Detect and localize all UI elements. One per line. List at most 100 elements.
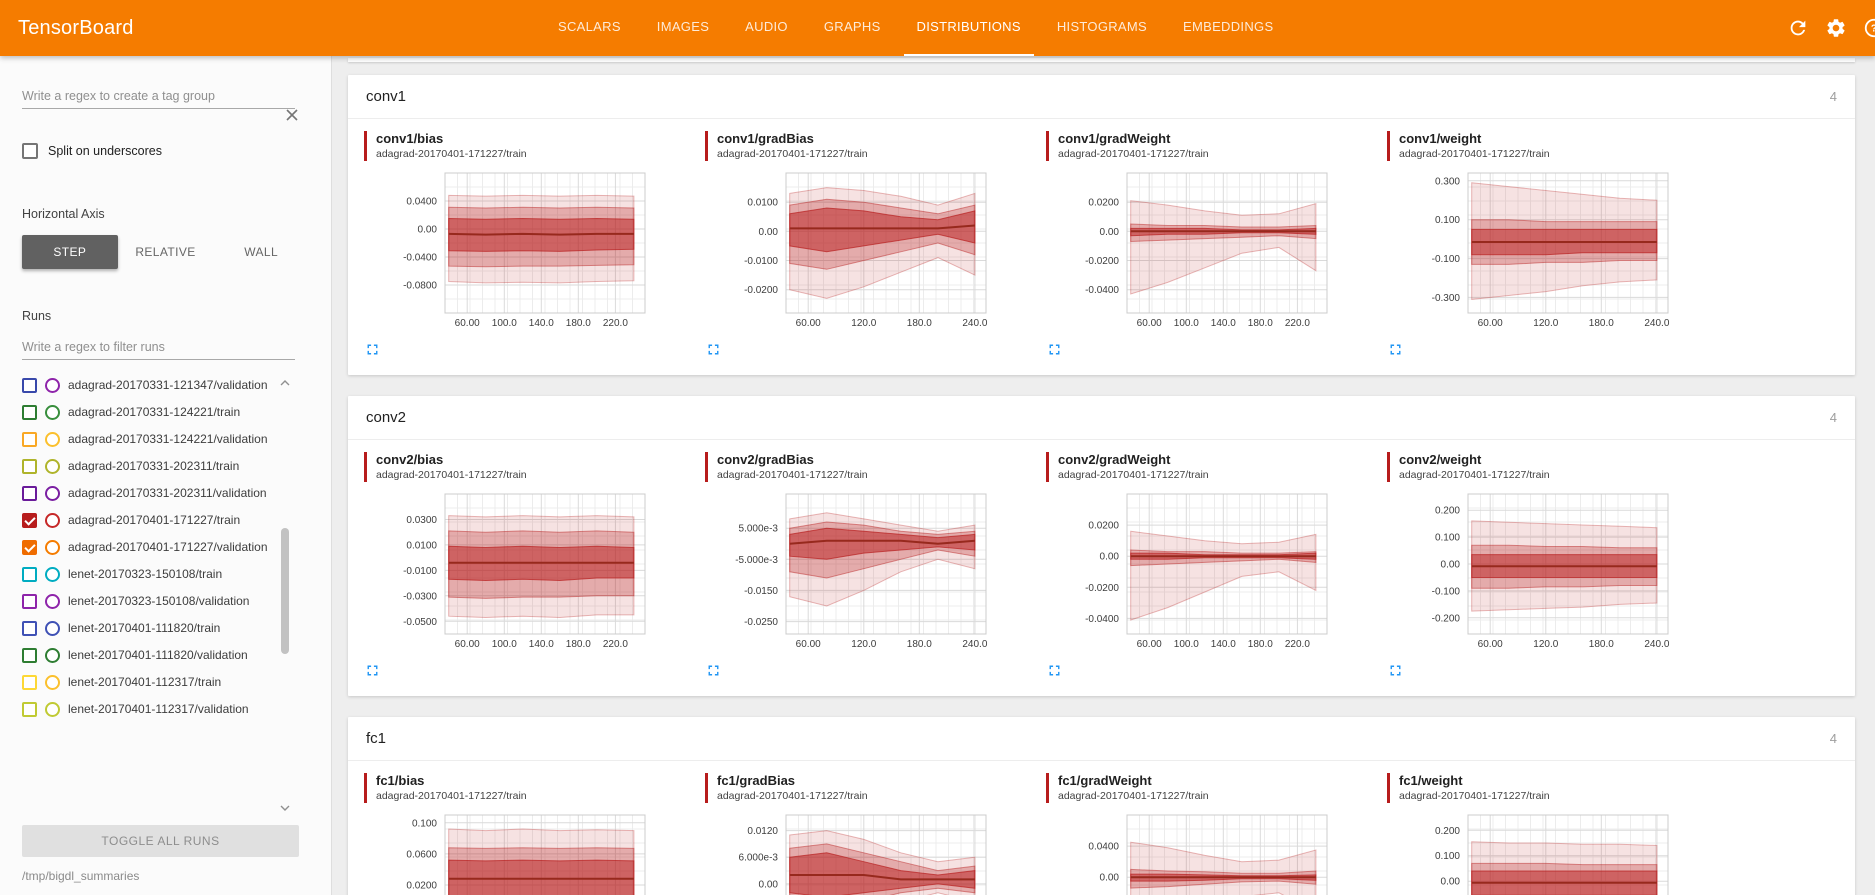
relative-button[interactable]: RELATIVE <box>118 235 214 269</box>
distribution-plot[interactable]: 60.00 120.0 180.0 240.0 0.300 0.100 -0.100 -0.3… <box>1379 167 1720 333</box>
step-button[interactable]: STEP <box>22 235 118 269</box>
svg-text:0.100: 0.100 <box>1435 851 1460 862</box>
expand-icon[interactable] <box>705 341 722 358</box>
section-header[interactable]: conv2 4 <box>348 396 1855 440</box>
toggle-all-runs-button[interactable]: TOGGLE ALL RUNS <box>22 825 299 857</box>
svg-text:140.0: 140.0 <box>1211 318 1236 329</box>
scrollbar-thumb[interactable] <box>281 528 289 654</box>
distribution-plot[interactable]: 60.00 100.0 140.0 180.0 220.0 0.0200 0.00 -0.02… <box>1038 488 1379 654</box>
run-color-circle[interactable] <box>45 675 60 690</box>
runs-scrollbar[interactable] <box>280 380 290 811</box>
svg-text:220.0: 220.0 <box>1285 318 1310 329</box>
svg-text:60.00: 60.00 <box>1137 639 1162 650</box>
tab-distributions[interactable]: DISTRIBUTIONS <box>903 0 1034 56</box>
run-color-circle[interactable] <box>45 486 60 501</box>
tab-histograms[interactable]: HISTOGRAMS <box>1056 19 1148 34</box>
run-color-circle[interactable] <box>45 594 60 609</box>
run-checkbox[interactable] <box>22 432 37 447</box>
scroll-down-icon[interactable] <box>280 805 290 811</box>
run-checkbox[interactable] <box>22 378 37 393</box>
run-color-circle[interactable] <box>45 513 60 528</box>
run-item[interactable]: lenet-20170401-112317/validation <box>22 696 279 723</box>
run-item[interactable]: adagrad-20170401-171227/train <box>22 507 279 534</box>
chart-card: conv2/gradBias adagrad-20170401-171227/tr… <box>697 448 1038 684</box>
runs-filter-input[interactable] <box>22 337 295 360</box>
tab-scalars[interactable]: SCALARS <box>558 19 621 34</box>
split-underscores-row[interactable]: Split on underscores <box>22 143 331 159</box>
app-header: TensorBoard SCALARS IMAGES AUDIO GRAPHS DIST… <box>0 0 1875 56</box>
distribution-plot[interactable]: 60.00 100.0 140.0 180.0 220.0 0.0200 0.00 -0.02… <box>1038 167 1379 333</box>
run-color-circle[interactable] <box>45 621 60 636</box>
expand-icon[interactable] <box>1046 662 1063 679</box>
svg-text:240.0: 240.0 <box>962 318 987 329</box>
distribution-plot[interactable]: 60.00 120.0 180.0 240.0 0.200 0.100 0.00 -0.100… <box>1379 488 1720 654</box>
run-checkbox[interactable] <box>22 540 37 555</box>
run-item[interactable]: lenet-20170323-150108/train <box>22 561 279 588</box>
svg-text:0.0200: 0.0200 <box>406 881 437 892</box>
expand-icon[interactable] <box>364 662 381 679</box>
run-checkbox[interactable] <box>22 459 37 474</box>
distribution-plot[interactable]: 60.00100.0140.0180.0220.00.1000.06000.02… <box>356 809 697 895</box>
run-checkbox[interactable] <box>22 513 37 528</box>
run-item[interactable]: lenet-20170401-112317/train <box>22 669 279 696</box>
section-header[interactable]: conv1 4 <box>348 75 1855 119</box>
expand-icon[interactable] <box>364 341 381 358</box>
svg-text:100.0: 100.0 <box>492 318 517 329</box>
chart-title: conv2/gradBias <box>717 452 814 467</box>
tab-audio[interactable]: AUDIO <box>745 19 788 34</box>
expand-icon[interactable] <box>1387 662 1404 679</box>
expand-icon[interactable] <box>705 662 722 679</box>
svg-text:-0.0100: -0.0100 <box>403 566 437 577</box>
run-checkbox[interactable] <box>22 702 37 717</box>
refresh-icon[interactable] <box>1787 16 1811 40</box>
chart-header: conv1/gradWeight adagrad-20170401-171227/… <box>1046 131 1379 161</box>
run-color-circle[interactable] <box>45 702 60 717</box>
run-checkbox[interactable] <box>22 405 37 420</box>
run-checkbox[interactable] <box>22 675 37 690</box>
run-color-circle[interactable] <box>45 378 60 393</box>
run-color-circle[interactable] <box>45 648 60 663</box>
settings-icon[interactable] <box>1825 16 1849 40</box>
run-color-circle[interactable] <box>45 567 60 582</box>
wall-button[interactable]: WALL <box>213 235 309 269</box>
run-item[interactable]: adagrad-20170331-202311/train <box>22 453 279 480</box>
section-title: fc1 <box>366 730 387 747</box>
run-color-circle[interactable] <box>45 540 60 555</box>
run-checkbox[interactable] <box>22 648 37 663</box>
run-checkbox[interactable] <box>22 621 37 636</box>
tag-regex-input[interactable] <box>22 86 295 109</box>
run-item[interactable]: adagrad-20170331-202311/validation <box>22 480 279 507</box>
help-icon[interactable]: ? <box>1863 16 1875 40</box>
run-item[interactable]: lenet-20170401-111820/validation <box>22 642 279 669</box>
run-item[interactable]: adagrad-20170331-124221/train <box>22 399 279 426</box>
close-icon[interactable] <box>285 108 299 122</box>
run-checkbox[interactable] <box>22 594 37 609</box>
section-header[interactable]: fc1 4 <box>348 717 1855 761</box>
run-item[interactable]: adagrad-20170401-171227/validation <box>22 534 279 561</box>
tab-graphs[interactable]: GRAPHS <box>823 19 881 34</box>
distribution-plot[interactable]: 60.00100.0140.0180.0220.00.04000.00-0.04… <box>1038 809 1379 895</box>
run-item[interactable]: lenet-20170323-150108/validation <box>22 588 279 615</box>
distribution-plot[interactable]: 60.00 100.0 140.0 180.0 220.0 0.0300 0.0100 -0.… <box>356 488 697 654</box>
run-item[interactable]: adagrad-20170331-121347/validation <box>22 372 279 399</box>
distribution-plot[interactable]: 60.00 120.0 180.0 240.0 0.0100 0.00 -0.0100 -0.… <box>697 167 1038 333</box>
run-item[interactable]: adagrad-20170331-124221/validation <box>22 426 279 453</box>
runs-filter-row <box>22 337 295 360</box>
distribution-plot[interactable]: 60.00 120.0 180.0 240.0 5.000e-3 -5.000e-3 -0.… <box>697 488 1038 654</box>
expand-icon[interactable] <box>1046 341 1063 358</box>
run-item[interactable]: lenet-20170401-111820/train <box>22 615 279 642</box>
run-checkbox[interactable] <box>22 567 37 582</box>
split-underscores-checkbox[interactable] <box>22 143 38 159</box>
run-color-circle[interactable] <box>45 459 60 474</box>
tab-images[interactable]: IMAGES <box>656 19 710 34</box>
run-color-circle[interactable] <box>45 405 60 420</box>
tab-embeddings[interactable]: EMBEDDINGS <box>1183 19 1274 34</box>
expand-icon[interactable] <box>1387 341 1404 358</box>
scroll-up-icon[interactable] <box>280 380 290 386</box>
svg-text:60.00: 60.00 <box>455 639 480 650</box>
run-color-circle[interactable] <box>45 432 60 447</box>
run-checkbox[interactable] <box>22 486 37 501</box>
